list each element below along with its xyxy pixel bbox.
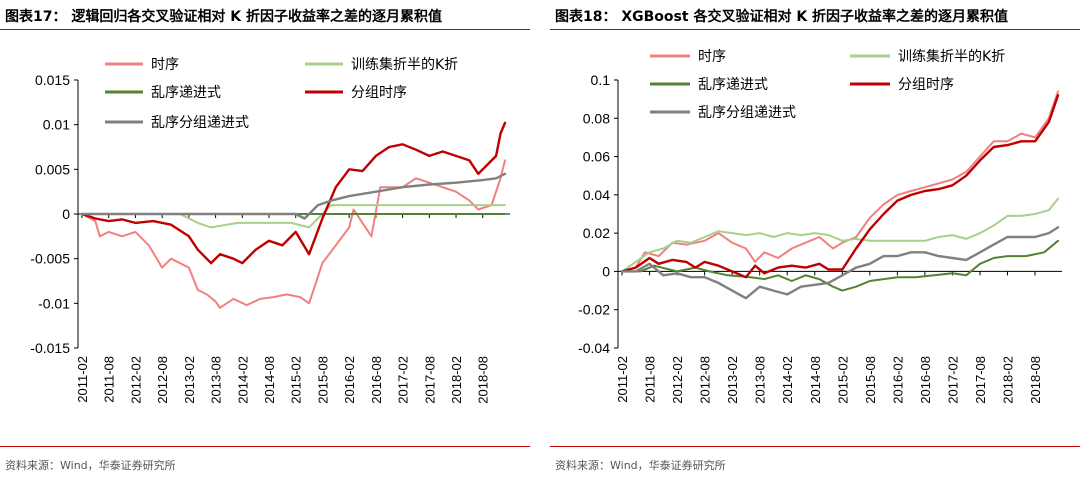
title-rule xyxy=(550,29,1080,30)
source-rule xyxy=(550,446,1080,447)
legend-label: 训练集折半的K折 xyxy=(898,48,1005,65)
y-tick-label: -0.04 xyxy=(578,340,610,356)
y-tick-label: 0.06 xyxy=(583,149,610,165)
title-rule xyxy=(0,29,530,30)
x-tick-label: 2015-08 xyxy=(863,356,878,404)
series-line xyxy=(621,90,1059,273)
x-tick-label: 2014-02 xyxy=(235,356,250,404)
series-line xyxy=(81,159,506,309)
series-line xyxy=(80,121,507,265)
series-line xyxy=(621,239,1059,292)
y-tick-label: 0.02 xyxy=(583,225,610,241)
legend-label: 训练集折半的K折 xyxy=(351,56,458,73)
x-tick-label: 2014-08 xyxy=(262,356,277,404)
series-line xyxy=(620,94,1060,279)
x-tick-label: 2018-08 xyxy=(476,356,491,404)
y-tick-label: -0.01 xyxy=(38,295,70,311)
y-tick-label: 0.1 xyxy=(591,72,611,88)
x-tick-label: 2011-02 xyxy=(615,356,630,403)
chart-title: 图表17： 逻辑回归各交叉验证相对 K 折因子收益率之差的逐月累积值 xyxy=(5,9,442,25)
x-tick-label: 2018-08 xyxy=(1028,356,1043,404)
x-tick-label: 2018-02 xyxy=(1001,356,1016,404)
chart-title: 图表18： XGBoost 各交叉验证相对 K 折因子收益率之差的逐月累积值 xyxy=(555,9,1009,25)
y-tick-label: 0.005 xyxy=(35,161,70,177)
x-tick-label: 2017-08 xyxy=(973,356,988,404)
x-tick-label: 2013-02 xyxy=(182,356,197,404)
y-tick-label: 0 xyxy=(602,263,610,279)
x-tick-label: 2016-08 xyxy=(918,356,933,404)
x-tick-label: 2016-02 xyxy=(342,356,357,404)
x-tick-label: 2011-08 xyxy=(643,356,658,403)
y-tick-label: 0.01 xyxy=(43,117,70,133)
x-tick-label: 2015-02 xyxy=(289,356,304,404)
x-tick-label: 2012-02 xyxy=(670,356,685,404)
source-rule xyxy=(0,446,530,447)
chart-panel-17: 图表17： 逻辑回归各交叉验证相对 K 折因子收益率之差的逐月累积值 -0.01… xyxy=(0,0,530,477)
legend-label: 乱序递进式 xyxy=(698,77,768,93)
x-tick-label: 2014-08 xyxy=(808,356,823,404)
x-tick-label: 2017-02 xyxy=(396,356,411,404)
legend-label: 乱序递进式 xyxy=(151,85,221,101)
x-tick-label: 2018-02 xyxy=(449,356,464,404)
x-tick-label: 2012-02 xyxy=(128,356,143,404)
legend-label: 乱序分组递进式 xyxy=(151,115,249,131)
x-tick-label: 2012-08 xyxy=(698,356,713,404)
y-tick-label: 0 xyxy=(62,206,70,222)
source-note: 资料来源：Wind，华泰证券研究所 xyxy=(5,459,176,472)
x-tick-label: 2016-08 xyxy=(369,356,384,404)
legend-label: 时序 xyxy=(151,57,179,73)
x-tick-label: 2013-08 xyxy=(209,356,224,404)
series-line xyxy=(81,204,506,229)
legend-label: 乱序分组递进式 xyxy=(698,105,796,121)
x-tick-label: 2013-08 xyxy=(753,356,768,404)
y-tick-label: 0.015 xyxy=(35,72,70,88)
x-tick-label: 2013-02 xyxy=(725,356,740,404)
legend-label: 分组时序 xyxy=(898,77,954,93)
x-tick-label: 2015-08 xyxy=(315,356,330,404)
line-chart-xgboost: -0.04 -0.02 0 0.02 0.04 0.06 0.08 0.1 2011-02 201… xyxy=(578,48,1062,404)
y-tick-label: -0.02 xyxy=(578,302,610,318)
x-tick-label: 2017-02 xyxy=(945,356,960,404)
line-chart-logistic-regression: -0.015 -0.01 -0.005 0 0.005 0.01 0.015 2011-02 2… xyxy=(30,56,510,404)
x-tick-label: 2012-08 xyxy=(155,356,170,404)
y-tick-label: 0.04 xyxy=(583,187,610,203)
x-tick-label: 2016-02 xyxy=(890,356,905,404)
source-note: 资料来源：Wind，华泰证券研究所 xyxy=(555,459,726,472)
series-line xyxy=(80,172,507,220)
x-tick-label: 2011-02 xyxy=(75,356,90,403)
x-tick-label: 2014-02 xyxy=(780,356,795,404)
y-tick-label: 0.08 xyxy=(583,110,610,126)
y-tick-label: -0.005 xyxy=(30,251,70,267)
series-line xyxy=(620,226,1060,300)
series-line xyxy=(621,197,1059,273)
legend-label: 时序 xyxy=(698,49,726,65)
legend-label: 分组时序 xyxy=(351,85,407,101)
y-tick-label: -0.015 xyxy=(30,340,70,356)
x-tick-label: 2015-02 xyxy=(835,356,850,404)
x-tick-label: 2011-08 xyxy=(102,356,117,403)
x-tick-label: 2017-08 xyxy=(422,356,437,404)
chart-panel-18: 图表18： XGBoost 各交叉验证相对 K 折因子收益率之差的逐月累积值 -… xyxy=(550,0,1080,477)
